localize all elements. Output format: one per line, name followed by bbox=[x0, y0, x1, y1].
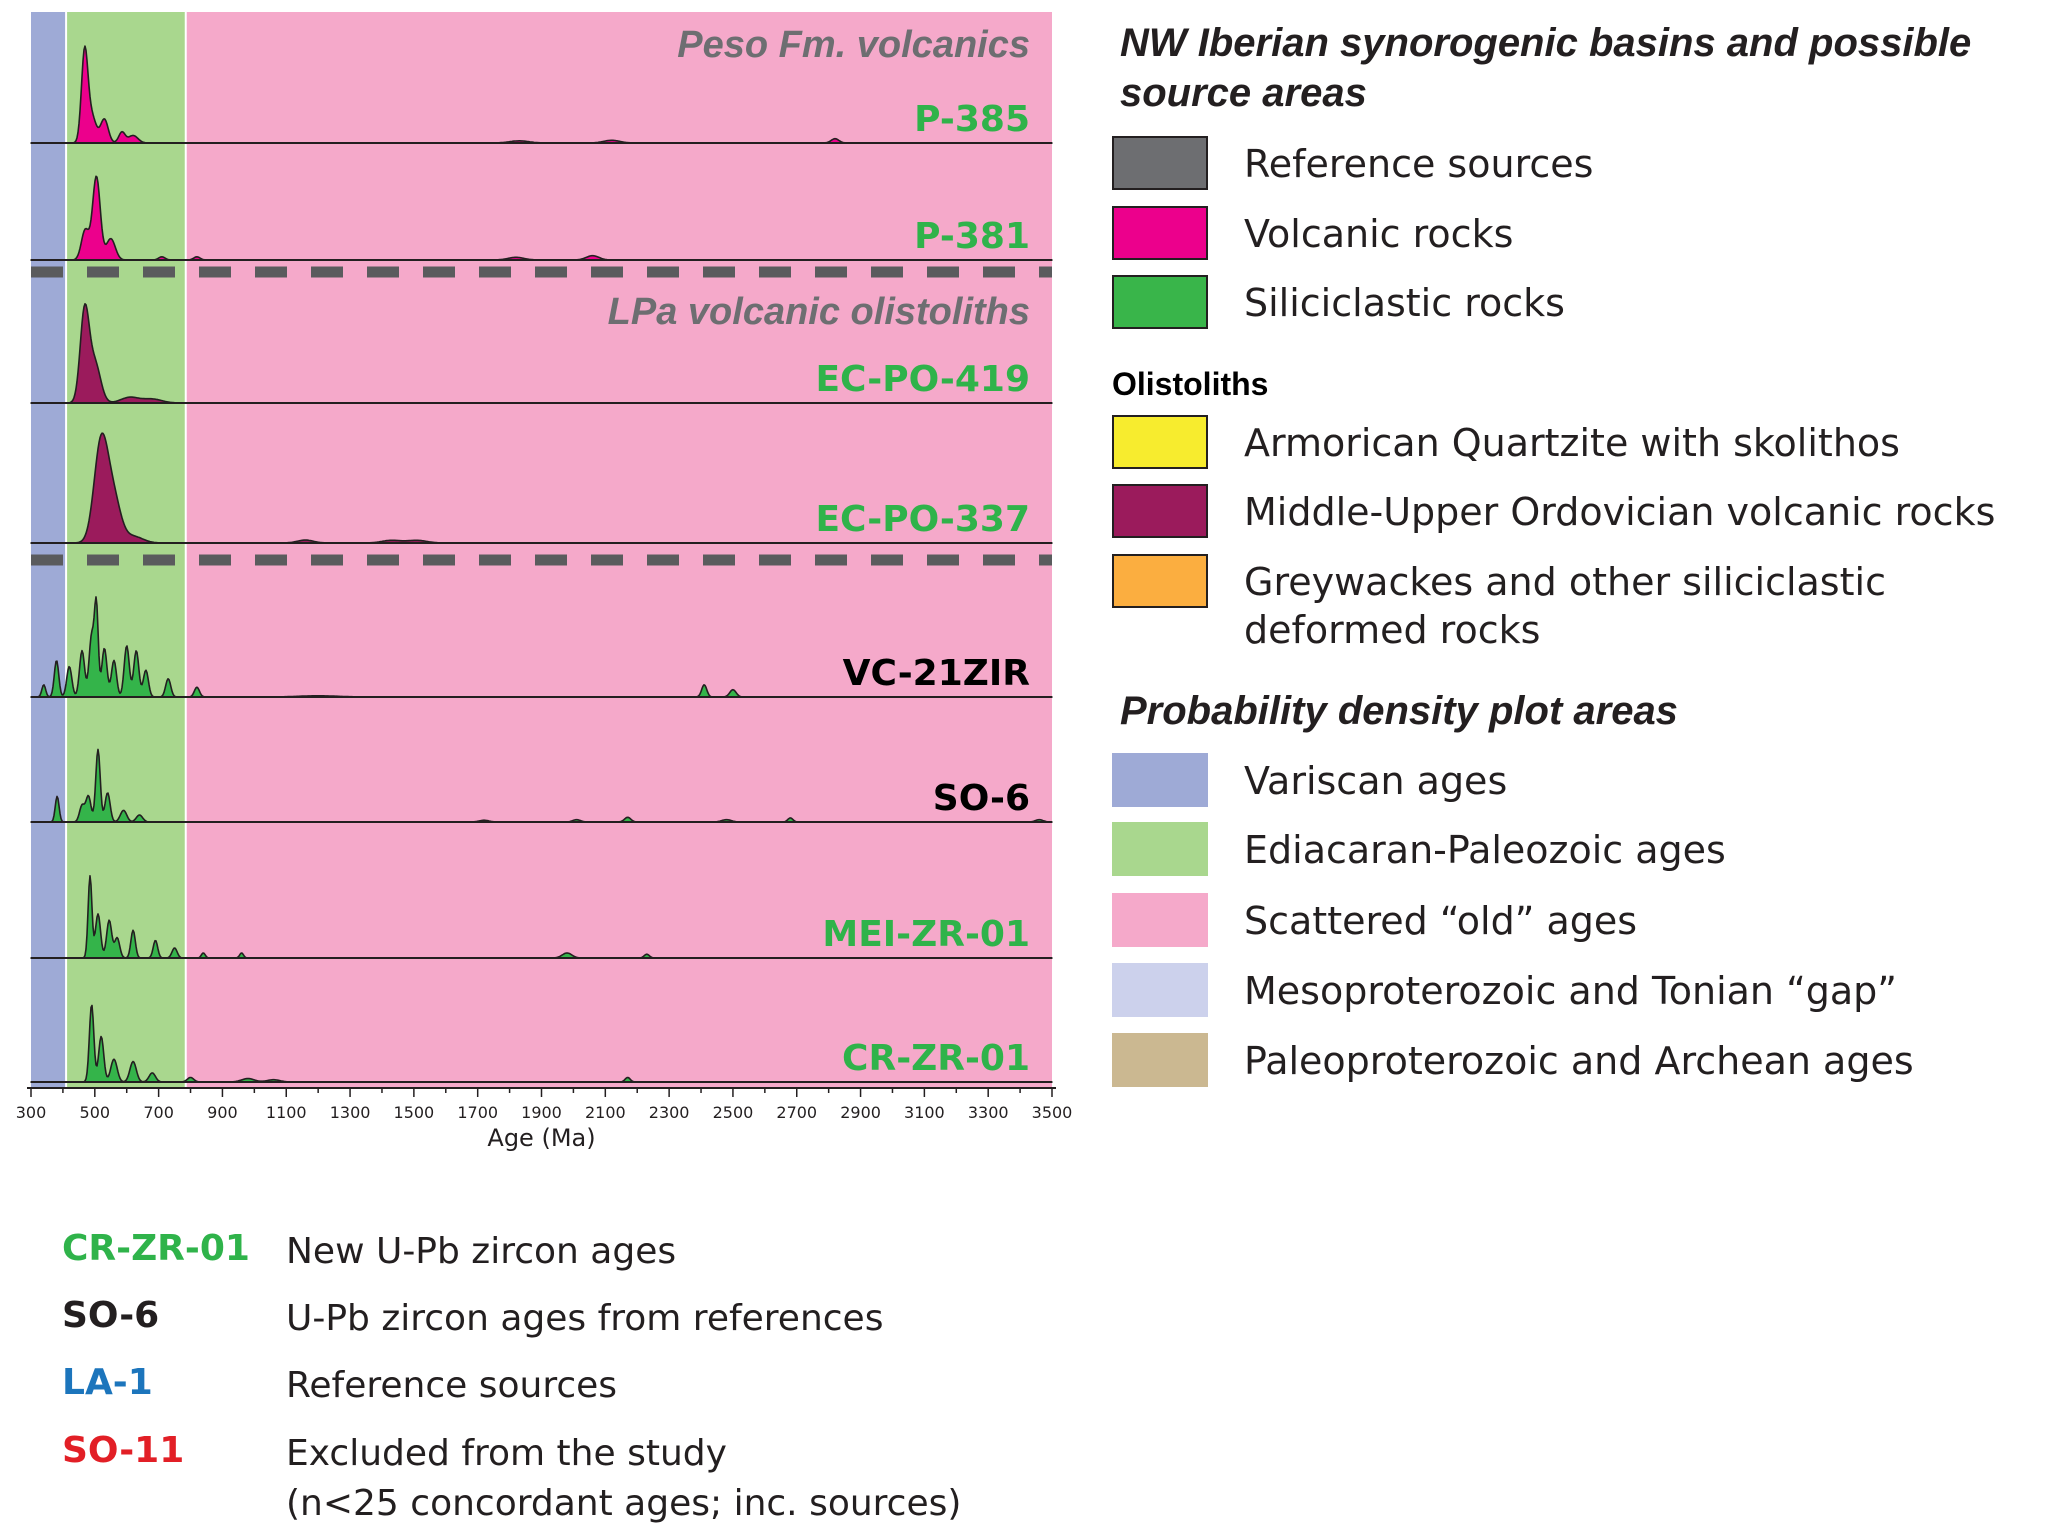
key-row-reference-sources: LA-1 Reference sources bbox=[62, 1362, 1062, 1422]
x-axis-title: Age (Ma) bbox=[487, 1124, 595, 1152]
pdp-areas-heading: Probability density plot areas bbox=[1120, 689, 1678, 733]
x-tick-label: 2900 bbox=[840, 1103, 881, 1122]
legend-label: Paleoproterozoic and Archean ages bbox=[1244, 1039, 1914, 1083]
key-desc: New U-Pb zircon ages bbox=[286, 1231, 677, 1272]
legend-swatch bbox=[1112, 753, 1208, 807]
x-tick-label: 3500 bbox=[1032, 1103, 1073, 1122]
key-row-excluded: SO-11 Excluded from the study (n<25 conc… bbox=[62, 1430, 1062, 1540]
key-row-new-ages: CR-ZR-01 New U-Pb zircon ages bbox=[62, 1228, 1062, 1288]
age-band-1 bbox=[66, 12, 186, 1088]
x-tick-label: 300 bbox=[16, 1103, 47, 1122]
age-band-0 bbox=[31, 12, 67, 1088]
legend-item-siliciclastic-rocks: Siliciclastic rocks bbox=[1112, 275, 2062, 331]
x-tick-label: 700 bbox=[143, 1103, 174, 1122]
legend-swatch bbox=[1112, 822, 1208, 876]
legend-swatch bbox=[1112, 275, 1208, 329]
key-desc: U-Pb zircon ages from references bbox=[286, 1298, 884, 1339]
legend-swatch bbox=[1112, 1033, 1208, 1087]
x-tick-label: 2300 bbox=[649, 1103, 690, 1122]
legend-item-reference-sources: Reference sources bbox=[1112, 136, 2062, 192]
key-code: SO-6 bbox=[62, 1295, 160, 1336]
x-tick-label: 2700 bbox=[776, 1103, 817, 1122]
sample-label-ec-po-419: EC-PO-419 bbox=[815, 359, 1030, 400]
legend-item-ordovician-volcanic: Middle-Upper Ordovician volcanic rocks bbox=[1112, 484, 2062, 540]
legend-label: Volcanic rocks bbox=[1244, 212, 1514, 256]
key-code: SO-11 bbox=[62, 1430, 185, 1471]
sample-label-p-385: P-385 bbox=[914, 99, 1030, 140]
sample-label-cr-zr-01: CR-ZR-01 bbox=[842, 1038, 1030, 1079]
legend-item-paleoproterozoic-archean: Paleoproterozoic and Archean ages bbox=[1112, 1033, 2062, 1089]
x-tick-label: 1500 bbox=[394, 1103, 435, 1122]
section-title-0: Peso Fm. volcanics bbox=[677, 24, 1030, 66]
legend-item-gap: Mesoproterozoic and Tonian “gap” bbox=[1112, 963, 2062, 1019]
x-tick-label: 1300 bbox=[330, 1103, 371, 1122]
legend-label: Ediacaran-Paleozoic ages bbox=[1244, 828, 1726, 872]
legend-label: Mesoproterozoic and Tonian “gap” bbox=[1244, 969, 1897, 1013]
x-tick-label: 3100 bbox=[904, 1103, 945, 1122]
legend-label: Middle-Upper Ordovician volcanic rocks bbox=[1244, 490, 1996, 534]
detrital-zircon-pdp-chart: P-385 P-381 EC-PO-419 EC-PO-337 VC-21ZIR SO-6… bbox=[16, 12, 1073, 1152]
age-band-2 bbox=[185, 12, 1053, 1088]
legend-swatch bbox=[1112, 484, 1208, 538]
legend-item-volcanic-rocks: Volcanic rocks bbox=[1112, 206, 2062, 262]
key-desc-line2: (n<25 concordant ages; inc. sources) bbox=[286, 1483, 962, 1524]
legend-title: NW Iberian synorogenic basins and possib… bbox=[1120, 21, 1972, 115]
sample-label-mei-zr-01: MEI-ZR-01 bbox=[822, 914, 1030, 955]
key-code: LA-1 bbox=[62, 1362, 153, 1403]
x-tick-label: 1100 bbox=[266, 1103, 307, 1122]
legend-label: Reference sources bbox=[1244, 142, 1594, 186]
legend-label: Siliciclastic rocks bbox=[1244, 281, 1565, 325]
legend-label: Variscan ages bbox=[1244, 759, 1508, 803]
key-row-reference-ages: SO-6 U-Pb zircon ages from references bbox=[62, 1295, 1062, 1355]
x-tick-label: 500 bbox=[80, 1103, 111, 1122]
legend-label-line2: deformed rocks bbox=[1244, 608, 1541, 652]
legend-swatch bbox=[1112, 554, 1208, 608]
key-desc: Reference sources bbox=[286, 1365, 618, 1406]
x-tick-label: 1700 bbox=[457, 1103, 498, 1122]
legend-label: Scattered “old” ages bbox=[1244, 899, 1638, 943]
legend-swatch bbox=[1112, 136, 1208, 190]
sample-label-so-6: SO-6 bbox=[933, 778, 1030, 819]
legend-item-scattered-old: Scattered “old” ages bbox=[1112, 893, 2062, 949]
section-title-1: LPa volcanic olistoliths bbox=[608, 291, 1030, 333]
legend-item-variscan: Variscan ages bbox=[1112, 753, 2062, 809]
sample-label-ec-po-337: EC-PO-337 bbox=[815, 499, 1030, 540]
key-code: CR-ZR-01 bbox=[62, 1228, 250, 1269]
x-tick-label: 3300 bbox=[968, 1103, 1009, 1122]
x-tick-label: 2500 bbox=[713, 1103, 754, 1122]
legend-swatch bbox=[1112, 893, 1208, 947]
sample-label-vc-21zir: VC-21ZIR bbox=[843, 653, 1030, 694]
legend-item-ediacaran-paleozoic: Ediacaran-Paleozoic ages bbox=[1112, 822, 2062, 878]
legend-item-armorican-quartzite: Armorican Quartzite with skolithos bbox=[1112, 415, 2062, 471]
legend-label: Greywackes and other siliciclastic bbox=[1244, 560, 1886, 604]
legend-swatch bbox=[1112, 415, 1208, 469]
legend-swatch bbox=[1112, 963, 1208, 1017]
legend-swatch bbox=[1112, 206, 1208, 260]
legend-label: Armorican Quartzite with skolithos bbox=[1244, 421, 1900, 465]
x-tick-label: 2100 bbox=[585, 1103, 626, 1122]
key-desc: Excluded from the study bbox=[286, 1433, 727, 1474]
x-tick-label: 900 bbox=[207, 1103, 238, 1122]
x-tick-label: 1900 bbox=[521, 1103, 562, 1122]
sample-label-p-381: P-381 bbox=[914, 216, 1030, 257]
olistoliths-heading: Olistoliths bbox=[1112, 366, 1269, 402]
legend-item-greywackes: Greywackes and other siliciclastic defor… bbox=[1112, 554, 2062, 654]
